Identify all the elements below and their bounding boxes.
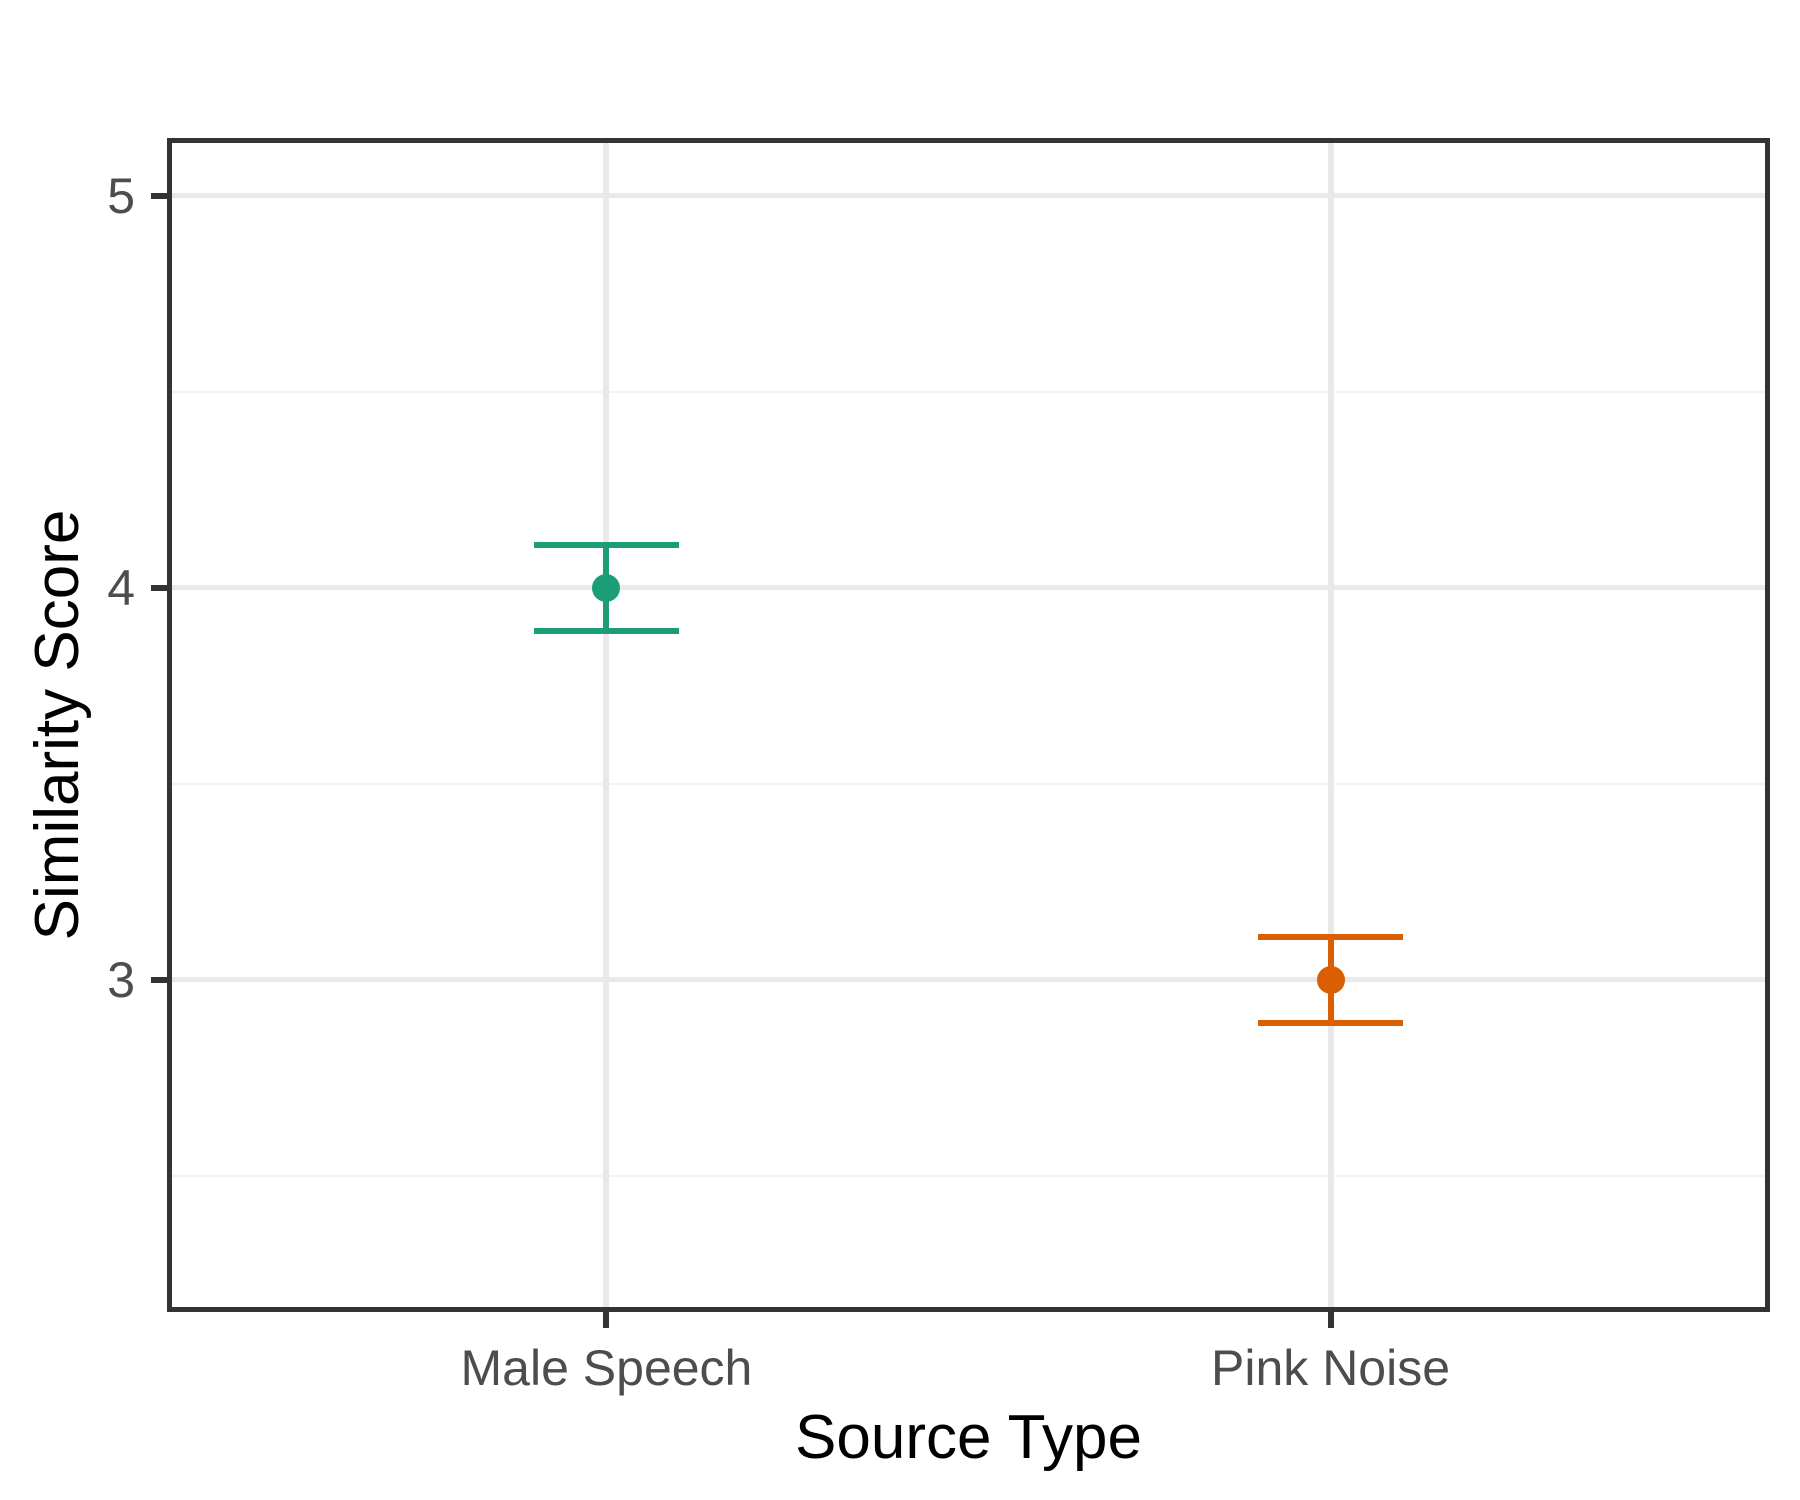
y-tick-mark-5 bbox=[151, 192, 167, 199]
errorbar-cap-top-male-speech bbox=[534, 541, 679, 548]
x-tick-mark-male-speech bbox=[603, 1312, 610, 1328]
x-axis-title: Source Type bbox=[795, 1403, 1142, 1472]
errorbar-cap-bottom-pink-noise bbox=[1258, 1019, 1403, 1026]
y-tick-label-4: 4 bbox=[107, 559, 135, 616]
x-tick-label-pink-noise: Pink Noise bbox=[1211, 1340, 1451, 1396]
major-gridline-y-3 bbox=[172, 977, 1765, 983]
major-gridline-x-male-speech bbox=[603, 143, 610, 1307]
minor-gridline-y-2.5 bbox=[172, 1174, 1765, 1177]
y-tick-mark-3 bbox=[151, 976, 167, 983]
minor-gridline-y-3.5 bbox=[172, 782, 1765, 785]
major-gridline-y-5 bbox=[172, 193, 1765, 199]
major-gridline-x-pink-noise bbox=[1327, 143, 1334, 1307]
errorbar-cap-top-pink-noise bbox=[1258, 933, 1403, 940]
y-tick-label-3: 3 bbox=[107, 951, 135, 1008]
minor-gridline-y-4.5 bbox=[172, 390, 1765, 393]
y-tick-label-5: 5 bbox=[107, 167, 135, 224]
errorbar-cap-bottom-male-speech bbox=[534, 627, 679, 634]
data-point-male-speech bbox=[592, 573, 621, 602]
plot-panel bbox=[167, 138, 1770, 1312]
data-point-pink-noise bbox=[1316, 965, 1345, 994]
major-gridline-y-4 bbox=[172, 585, 1765, 591]
y-tick-mark-4 bbox=[151, 584, 167, 591]
x-tick-label-male-speech: Male Speech bbox=[460, 1340, 753, 1396]
x-tick-mark-pink-noise bbox=[1327, 1312, 1334, 1328]
